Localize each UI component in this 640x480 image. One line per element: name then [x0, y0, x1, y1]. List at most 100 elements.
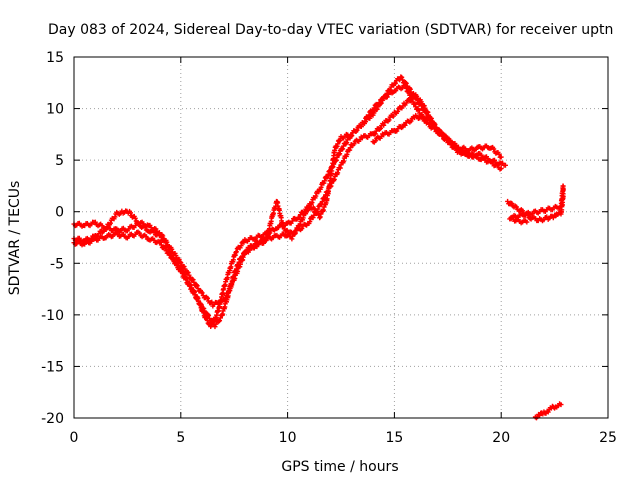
data-point	[199, 290, 205, 296]
x-tick-labels: 0 5 10 15 20 25	[70, 430, 617, 446]
y-tick-label: -10	[41, 308, 64, 324]
x-tick-label: 20	[492, 430, 510, 446]
data-point	[196, 298, 202, 304]
data-point	[371, 105, 377, 111]
y-tick-label: 10	[46, 102, 64, 118]
data-point	[182, 266, 188, 272]
data-point	[380, 97, 386, 103]
data-point	[289, 236, 295, 242]
data-point	[205, 295, 210, 301]
data-point	[299, 226, 305, 232]
data-point	[324, 174, 330, 180]
chart-title: Day 083 of 2024, Sidereal Day-to-day VTE…	[48, 22, 613, 38]
data-point	[169, 246, 175, 252]
data-point	[351, 141, 357, 147]
y-tick-label: -5	[50, 256, 64, 272]
data-point	[233, 249, 239, 255]
data-point	[188, 285, 194, 291]
data-point	[399, 74, 405, 80]
data-point	[372, 138, 378, 144]
data-point	[186, 272, 192, 278]
data-point	[177, 259, 183, 265]
y-tick-label: 15	[46, 50, 64, 66]
data-point	[318, 184, 324, 190]
data-point	[354, 127, 360, 133]
data-point	[386, 117, 392, 123]
data-point	[421, 103, 427, 109]
x-tick-label: 5	[176, 430, 185, 446]
data-point	[195, 296, 201, 302]
data-point	[213, 321, 219, 327]
data-point	[344, 140, 350, 146]
data-point	[127, 210, 133, 216]
data-point	[425, 109, 431, 115]
plot-frame	[73, 56, 609, 419]
data-point	[174, 262, 180, 268]
data-point	[400, 77, 406, 83]
data-point	[313, 193, 319, 199]
data-point	[524, 219, 530, 225]
y-tick-label: 5	[55, 153, 64, 169]
y-tick-label: -20	[41, 411, 64, 427]
data-point	[194, 283, 200, 289]
data-point	[190, 277, 196, 283]
data-point	[292, 230, 298, 236]
data-point	[513, 204, 519, 210]
data-point	[366, 112, 372, 118]
data-point	[217, 315, 223, 321]
data-point	[498, 165, 504, 171]
data-point	[162, 245, 168, 251]
data-point	[496, 151, 502, 157]
data-point	[103, 226, 109, 232]
axis-ticks	[73, 56, 609, 419]
data-point	[192, 292, 198, 298]
data-point	[316, 189, 322, 195]
data-point	[157, 239, 163, 245]
data-point	[422, 105, 428, 111]
data-point	[183, 277, 189, 283]
data-point	[434, 126, 440, 132]
data-point	[238, 243, 244, 249]
data-point	[198, 302, 204, 308]
data-point	[431, 122, 437, 128]
data-point	[217, 318, 223, 324]
data-point	[173, 253, 179, 259]
data-point	[247, 247, 253, 253]
data-point	[509, 201, 515, 207]
data-point	[309, 200, 315, 206]
data-point	[414, 93, 420, 99]
data-point	[206, 313, 212, 319]
data-point	[491, 146, 497, 152]
data-point	[418, 99, 424, 105]
data-point	[498, 154, 504, 160]
data-point	[191, 279, 197, 285]
data-point	[403, 100, 409, 106]
data-point	[307, 219, 313, 225]
data-point	[362, 118, 368, 124]
data-point	[378, 125, 384, 131]
data-point	[452, 144, 458, 150]
data-point	[349, 133, 355, 139]
data-point	[212, 324, 218, 330]
data-point	[439, 133, 445, 139]
y-tick-labels: 15 10 5 0 -5 -10 -15 -20	[41, 50, 64, 427]
data-point	[112, 214, 118, 220]
data-point	[339, 147, 345, 153]
data-point	[381, 122, 387, 128]
data-point	[390, 113, 396, 119]
y-tick-label: -15	[41, 359, 64, 375]
data-point	[181, 264, 187, 270]
x-tick-label: 10	[279, 430, 297, 446]
data-point	[201, 306, 207, 312]
data-point	[280, 223, 286, 229]
data-point	[179, 270, 185, 276]
data-point	[372, 131, 378, 137]
data-point	[358, 124, 364, 130]
data-point	[374, 106, 380, 112]
data-point	[191, 290, 197, 296]
series-track-f	[532, 401, 564, 421]
data-point	[426, 117, 432, 123]
data-point	[408, 118, 414, 124]
data-point	[202, 308, 208, 314]
